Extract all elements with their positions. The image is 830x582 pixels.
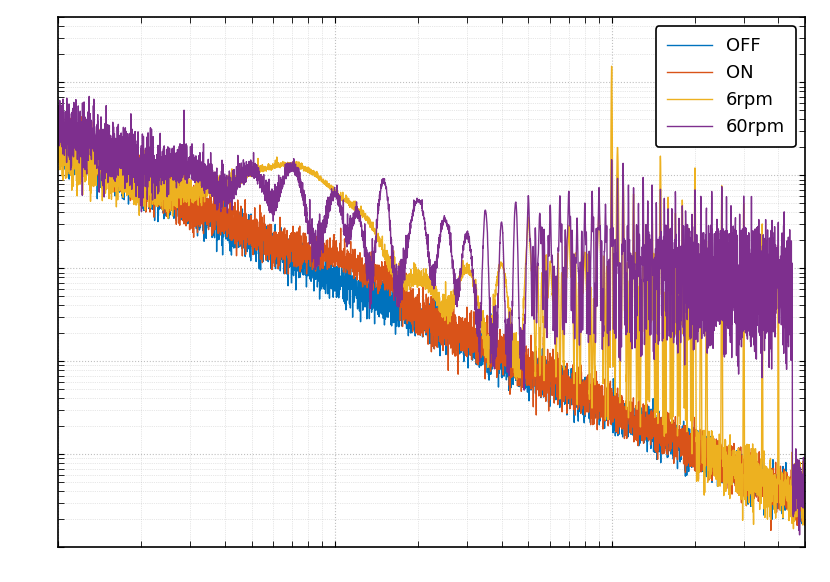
6rpm [501, 276, 511, 283]
Line: 6rpm: 6rpm [58, 66, 805, 528]
OFF [797, 520, 807, 527]
60rpm [794, 531, 804, 538]
6rpm [539, 366, 549, 373]
ON [189, 211, 199, 218]
Legend: OFF, ON, 6rpm, 60rpm: OFF, ON, 6rpm, 60rpm [656, 27, 796, 147]
ON [339, 245, 349, 252]
60rpm [189, 167, 199, 174]
OFF [501, 359, 511, 365]
OFF [189, 187, 199, 194]
60rpm [667, 258, 677, 265]
OFF [53, 139, 63, 146]
Line: ON: ON [58, 114, 805, 530]
OFF [800, 508, 810, 515]
6rpm [788, 525, 798, 532]
ON [667, 428, 677, 435]
OFF [667, 444, 677, 451]
OFF [339, 257, 349, 264]
6rpm [667, 320, 677, 327]
ON [766, 527, 776, 534]
OFF [611, 417, 621, 424]
Line: OFF: OFF [58, 123, 805, 524]
6rpm [607, 63, 617, 70]
6rpm [800, 502, 810, 509]
6rpm [611, 323, 621, 330]
OFF [539, 368, 549, 375]
ON [501, 330, 511, 337]
60rpm [539, 226, 549, 233]
ON [53, 140, 63, 147]
ON [611, 409, 621, 416]
6rpm [339, 195, 349, 202]
60rpm [501, 321, 511, 328]
60rpm [84, 93, 94, 100]
60rpm [339, 228, 349, 235]
6rpm [53, 157, 63, 164]
OFF [85, 120, 95, 127]
60rpm [800, 514, 810, 521]
60rpm [611, 300, 621, 307]
ON [800, 492, 810, 499]
ON [58, 111, 68, 118]
60rpm [53, 123, 63, 130]
6rpm [188, 192, 198, 199]
ON [539, 393, 549, 400]
Line: 60rpm: 60rpm [58, 97, 805, 535]
